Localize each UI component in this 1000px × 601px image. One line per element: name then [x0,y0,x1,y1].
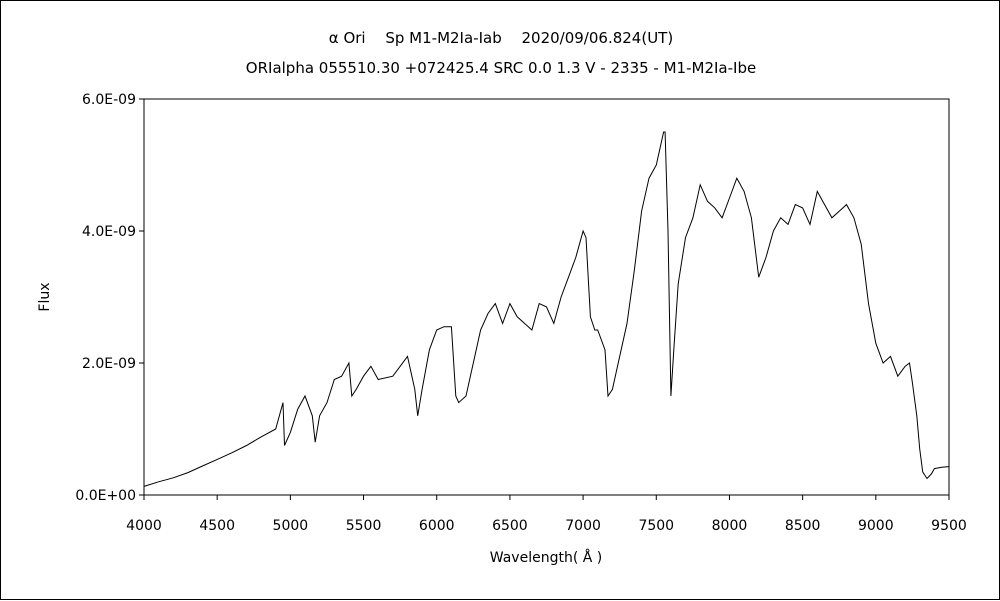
chart-title: α Ori Sp M1-M2Ia-Iab 2020/09/06.824(UT) [328,29,674,47]
y-tick-label: 2.0E-09 [82,356,136,372]
x-tick-label: 7000 [565,518,601,534]
x-tick-label: 6000 [419,518,455,534]
plot-area [143,98,950,496]
x-axis-ticks: 4000 4500 5000 5500 6000 6500 7000 7500 8000 8500… [126,495,967,534]
x-tick-label: 8500 [785,518,821,534]
y-axis-ticks: 0.0E+00 2.0E-09 4.0E-09 6.0E-09 [75,92,144,504]
x-tick-label: 6500 [492,518,528,534]
spectrum-line [143,131,950,487]
y-axis-label: Flux [37,282,53,311]
y-tick-label: 0.0E+00 [75,488,136,504]
x-axis-label: Wavelength( Å ) [490,549,602,566]
x-tick-label: 4500 [199,518,235,534]
y-tick-label: 4.0E-09 [82,224,136,240]
x-tick-label: 9500 [931,518,967,534]
chart-subtitle: ORIalpha 055510.30 +072425.4 SRC 0.0 1.3… [245,59,757,77]
x-tick-label: 4000 [126,518,162,534]
x-tick-label: 5500 [346,518,382,534]
x-tick-label: 7500 [638,518,674,534]
x-tick-label: 8000 [712,518,748,534]
y-tick-label: 6.0E-09 [82,92,136,108]
x-tick-label: 9000 [858,518,894,534]
x-tick-label: 5000 [273,518,309,534]
